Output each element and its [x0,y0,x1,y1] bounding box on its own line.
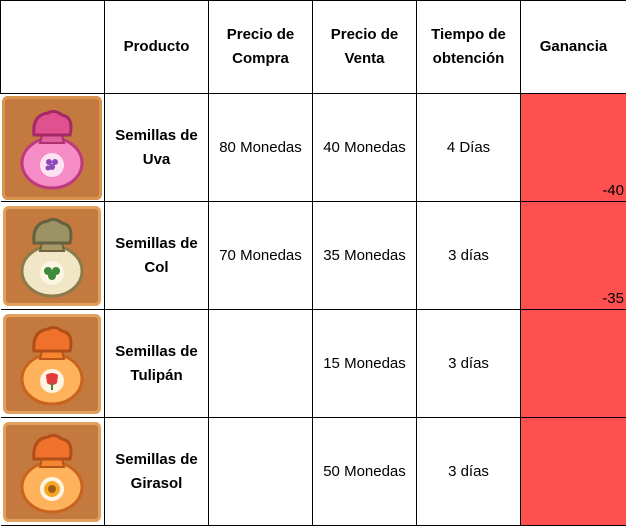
sell-price: 50 Monedas [312,417,417,526]
buy-price: 70 Monedas [208,201,313,310]
header-time: Tiempo de obtención [416,0,521,94]
image-cell [0,417,105,526]
buy-price [208,309,313,418]
time-to-harvest: 3 días [416,309,521,418]
time-to-harvest: 4 Días [416,93,521,202]
table-row: Semillas de Tulipán 15 Monedas 3 días [0,309,626,418]
gain-cell: -40 [520,93,626,202]
product-name: Semillas de Tulipán [104,309,209,418]
tulip-seed-bag-icon [20,325,84,405]
sell-price: 40 Monedas [312,93,417,202]
header-product: Producto [104,0,209,94]
gain-cell [520,309,626,418]
product-name: Semillas de Uva [104,93,209,202]
sell-price: 15 Monedas [312,309,417,418]
cabbage-seed-bag-icon [20,217,84,297]
grape-seed-bag-icon [20,109,84,189]
gain-cell: -35 [520,201,626,310]
sunflower-seed-bag-icon [20,433,84,513]
header-gain: Ganancia [520,0,626,94]
header-sell-price: Precio de Venta [312,0,417,94]
header-buy-price: Precio de Compra [208,0,313,94]
time-to-harvest: 3 días [416,201,521,310]
header-image [0,0,105,94]
table-row: Semillas de Col 70 Monedas 35 Monedas 3 … [0,201,626,310]
image-cell [0,309,105,418]
item-tile [2,95,103,200]
sell-price: 35 Monedas [312,201,417,310]
item-tile [3,421,102,522]
item-tile [3,205,102,306]
gain-cell [520,417,626,526]
image-cell [0,93,105,202]
table-row: Semillas de Girasol 50 Monedas 3 días [0,417,626,526]
gain-value: -35 [602,290,624,307]
buy-price [208,417,313,526]
header-row: Producto Precio de Compra Precio de Vent… [0,0,626,94]
table-row: Semillas de Uva 80 Monedas 40 Monedas 4 … [0,93,626,202]
image-cell [0,201,105,310]
gain-value: -40 [602,182,624,199]
product-name: Semillas de Girasol [104,417,209,526]
buy-price: 80 Monedas [208,93,313,202]
product-name: Semillas de Col [104,201,209,310]
item-tile [3,313,102,414]
time-to-harvest: 3 días [416,417,521,526]
